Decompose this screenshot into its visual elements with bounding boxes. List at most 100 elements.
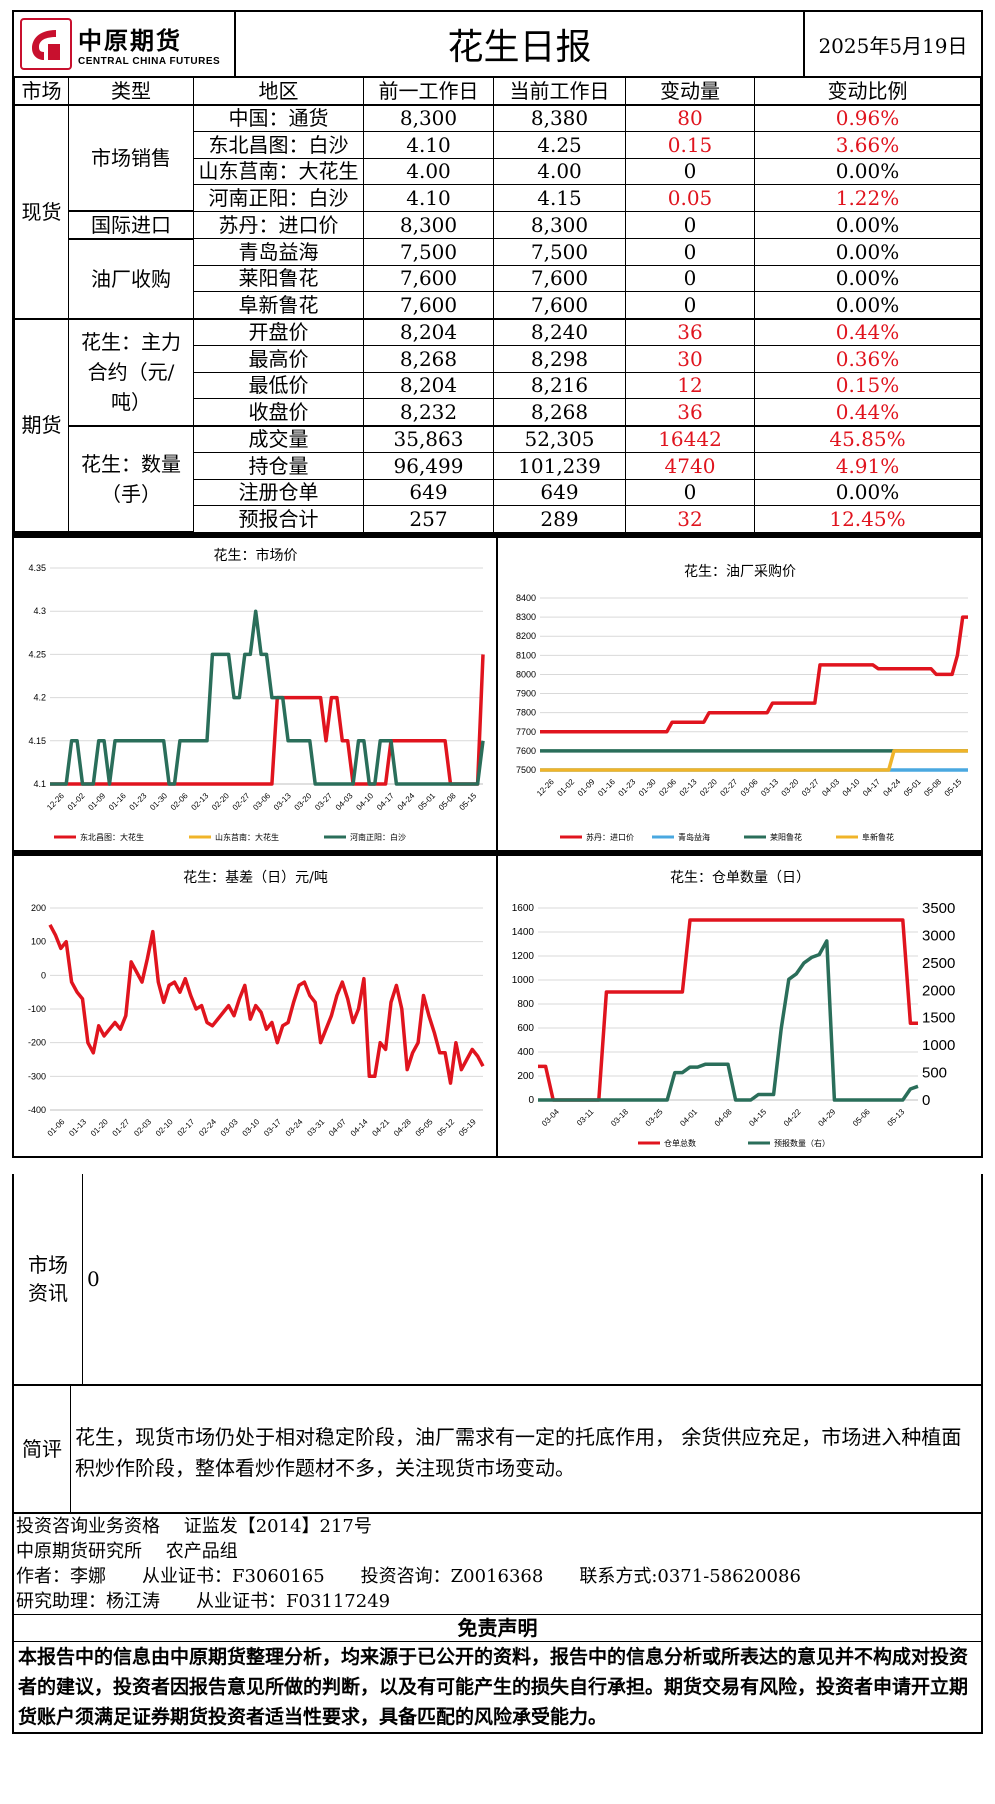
y-tick-label-right: 500 (922, 1065, 947, 1082)
x-tick-label: 03-31 (305, 1117, 326, 1138)
y-tick-label: 7800 (515, 708, 535, 718)
cell-change: 0.15 (625, 131, 755, 159)
type-market-sales: 市场销售 (68, 104, 194, 212)
legend-label: 山东莒南：大花生 (215, 832, 279, 842)
price-table: 市场 类型 地区 前一工作日 当前工作日 变动量 变动比例 现货 市场销售 中国：通… (14, 77, 981, 533)
cell-change: 32 (625, 505, 755, 533)
x-tick-label: 04-08 (712, 1107, 733, 1128)
charts-row-2: 花生：基差（日）元/吨 -400 -300 -200 -100 0 100 200 01-06 0… (12, 852, 983, 1158)
col-header: 地区 (193, 77, 364, 106)
cell-curr: 7,500 (493, 238, 626, 266)
cell-prev: 8,300 (363, 104, 494, 132)
footer-qualification: 投资咨询业务资格 证监发【2014】217号 (16, 1516, 372, 1537)
y-tick-label-right: 1000 (922, 1037, 955, 1054)
table-row: 注册仓单 649 649 0 0.00% (15, 478, 981, 506)
y-tick-label: 8100 (515, 650, 535, 660)
x-tick-label: 05-01 (416, 791, 437, 812)
chart-market-price: 花生：市场价 4.1 4.15 4.2 4.25 4.3 4.35 12-26 01-02 01-… (14, 538, 498, 850)
x-tick-label: 04-01 (678, 1107, 699, 1128)
x-tick-label: 03-03 (219, 1117, 240, 1138)
x-tick-label: 05-01 (901, 777, 922, 798)
type-oil-mill: 油厂收购 (68, 238, 194, 320)
cell-region: 开盘价 (193, 318, 364, 346)
cell-prev: 35,863 (363, 425, 494, 453)
y-tick-label-right: 2000 (922, 982, 955, 999)
y-tick-label: 400 (517, 1047, 534, 1058)
report-date: 2025年5月19日 (818, 33, 968, 58)
cell-prev: 649 (363, 478, 494, 506)
legend-label: 仓单总数 (664, 1138, 696, 1148)
y-tick-label-right: 2500 (922, 955, 955, 972)
cell-region: 注册仓单 (193, 478, 364, 506)
cell-curr: 101,239 (493, 452, 626, 480)
x-tick-label: 02-13 (677, 777, 698, 798)
footer-author: 作者：李娜 从业证书：F3060165 投资咨询：Z0016368 联系方式:0… (16, 1566, 801, 1587)
x-tick-label: 05-12 (435, 1117, 456, 1138)
y-tick-label-right: 3000 (922, 927, 955, 944)
y-tick-label: 1600 (511, 903, 534, 914)
chart-title: 花生：基差（日）元/吨 (183, 869, 328, 886)
cell-prev: 8,232 (363, 398, 494, 427)
x-tick-label: 01-30 (148, 791, 169, 812)
y-tick-label: 0 (41, 970, 46, 980)
x-tick-label: 01-02 (555, 777, 576, 798)
comment-text: 花生，现货市场仍处于相对稳定阶段，油厂需求有一定的托底作用， 余货供应充足，市场… (75, 1425, 962, 1480)
x-tick-label: 04-28 (392, 1117, 413, 1138)
cell-curr: 8,300 (493, 210, 626, 239)
cell-prev: 8,268 (363, 345, 494, 373)
table-row: 期货 花生：主力合约（元/吨） 开盘价 8,204 8,240 36 0.44% (14, 318, 981, 533)
x-tick-label: 02-06 (169, 791, 190, 812)
x-tick-label: 02-20 (698, 777, 719, 798)
table-row: 国际进口 苏丹：进口价 8,300 8,300 0 0.00% (15, 210, 981, 240)
cell-region: 阜新鲁花 (193, 291, 364, 320)
cell-prev: 7,500 (363, 238, 494, 266)
y-tick-label: -200 (28, 1038, 46, 1048)
disclaimer-title: 免责声明 (14, 1614, 981, 1642)
x-tick-label: 05-08 (437, 791, 458, 812)
cell-change: 36 (625, 318, 755, 346)
y-tick-label: 800 (517, 999, 534, 1010)
legend-label: 苏丹：进口价 (586, 832, 634, 842)
cell-curr: 649 (493, 478, 626, 506)
legend-label: 青岛益海 (678, 832, 710, 842)
legend-label: 莱阳鲁花 (770, 832, 802, 842)
col-header: 当前工作日 (493, 77, 626, 106)
report-title: 花生日报 (234, 12, 805, 76)
type-intl-import: 国际进口 (68, 210, 194, 240)
y-tick-label: 600 (517, 1023, 534, 1034)
type-main-contract: 花生：主力合约（元/吨） (68, 318, 194, 427)
cell-region: 山东莒南：大花生 (193, 157, 364, 185)
x-tick-label: 02-27 (231, 791, 252, 812)
logo-mark-icon (20, 18, 72, 70)
cell-curr: 4.00 (493, 157, 626, 185)
cell-change-pct: 0.00% (754, 210, 981, 239)
table-header-row: 市场 类型 地区 前一工作日 当前工作日 变动量 变动比例 (14, 77, 981, 106)
cell-region: 持仓量 (193, 452, 364, 480)
col-header: 变动量 (625, 77, 755, 106)
cell-region: 莱阳鲁花 (193, 264, 364, 292)
x-tick-label: 03-27 (313, 791, 334, 812)
footer: 投资咨询业务资格 证监发【2014】217号 中原期货研究所 农产品组 作者：李… (12, 1514, 983, 1734)
y-tick-label: 7600 (515, 746, 535, 756)
cell-change-pct: 0.00% (754, 157, 981, 185)
x-tick-label: 03-20 (293, 791, 314, 812)
x-tick-label: 02-10 (154, 1117, 175, 1138)
x-tick-label: 01-23 (616, 777, 637, 798)
cell-change: 12 (625, 371, 755, 399)
cell-curr: 7,600 (493, 264, 626, 292)
cell-change-pct: 0.00% (754, 291, 981, 320)
y-tick-label: 4.3 (33, 606, 46, 616)
cell-change: 4740 (625, 452, 755, 480)
market-info-text: 0 (87, 1266, 100, 1291)
cell-prev: 257 (363, 505, 494, 533)
y-tick-label: 8400 (515, 593, 535, 603)
cell-region: 苏丹：进口价 (193, 210, 364, 239)
legend-label: 河南正阳：白沙 (350, 832, 406, 842)
y-tick-label: -100 (28, 1004, 46, 1014)
x-tick-label: 04-17 (861, 777, 882, 798)
cell-change-pct: 0.00% (754, 264, 981, 292)
legend-label: 东北昌图：大花生 (80, 832, 144, 842)
y-tick-label-right: 0 (922, 1092, 930, 1109)
x-tick-label: 04-17 (375, 791, 396, 812)
market-info-section: 市场资讯 0 (12, 1174, 983, 1386)
